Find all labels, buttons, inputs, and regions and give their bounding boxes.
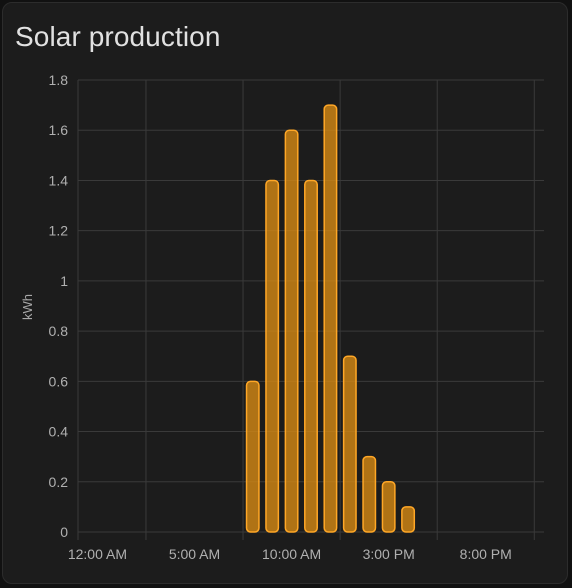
x-tick-label: 10:00 AM	[262, 546, 321, 562]
y-tick-label: 0	[60, 524, 68, 540]
x-tick-label: 5:00 AM	[169, 546, 220, 562]
bar[interactable]	[401, 506, 416, 533]
y-tick-label: 1.4	[49, 172, 69, 188]
x-tick-label: 3:00 PM	[363, 546, 415, 562]
bars	[245, 104, 416, 533]
bar[interactable]	[362, 455, 377, 533]
y-tick-label: 1.6	[49, 122, 69, 138]
grid-lines	[77, 79, 544, 540]
y-tick-label: 0.8	[49, 323, 69, 339]
bar[interactable]	[323, 104, 338, 533]
x-tick-label: 8:00 PM	[460, 546, 512, 562]
y-tick-label: 0.6	[49, 373, 69, 389]
bar[interactable]	[284, 129, 299, 533]
x-tick-labels: 12:00 AM 5:00 AM 10:00 AM 3:00 PM 8:00 PM	[68, 546, 512, 562]
y-tick-label: 1	[60, 273, 68, 289]
y-axis-label: kWh	[20, 294, 35, 320]
y-tick-label: 0.4	[49, 424, 69, 440]
y-tick-label: 0.2	[49, 474, 69, 490]
bar[interactable]	[265, 179, 280, 533]
solar-production-card: Solar production 0 0.2 0.4 0.6 0.8 1 1.2 1.4 1.6…	[2, 2, 568, 584]
bar[interactable]	[245, 380, 260, 533]
x-tick-label: 12:00 AM	[68, 546, 127, 562]
card-title: Solar production	[15, 21, 221, 52]
y-tick-label: 1.8	[49, 72, 69, 88]
y-tick-labels: 0 0.2 0.4 0.6 0.8 1 1.2 1.4 1.6 1.8	[49, 72, 69, 540]
bar[interactable]	[381, 481, 396, 533]
bar[interactable]	[342, 355, 357, 533]
solar-production-chart: 0 0.2 0.4 0.6 0.8 1 1.2 1.4 1.6 1.8 12:00 AM 5:00 …	[20, 72, 544, 562]
y-tick-label: 1.2	[49, 223, 69, 239]
bar[interactable]	[304, 179, 318, 533]
